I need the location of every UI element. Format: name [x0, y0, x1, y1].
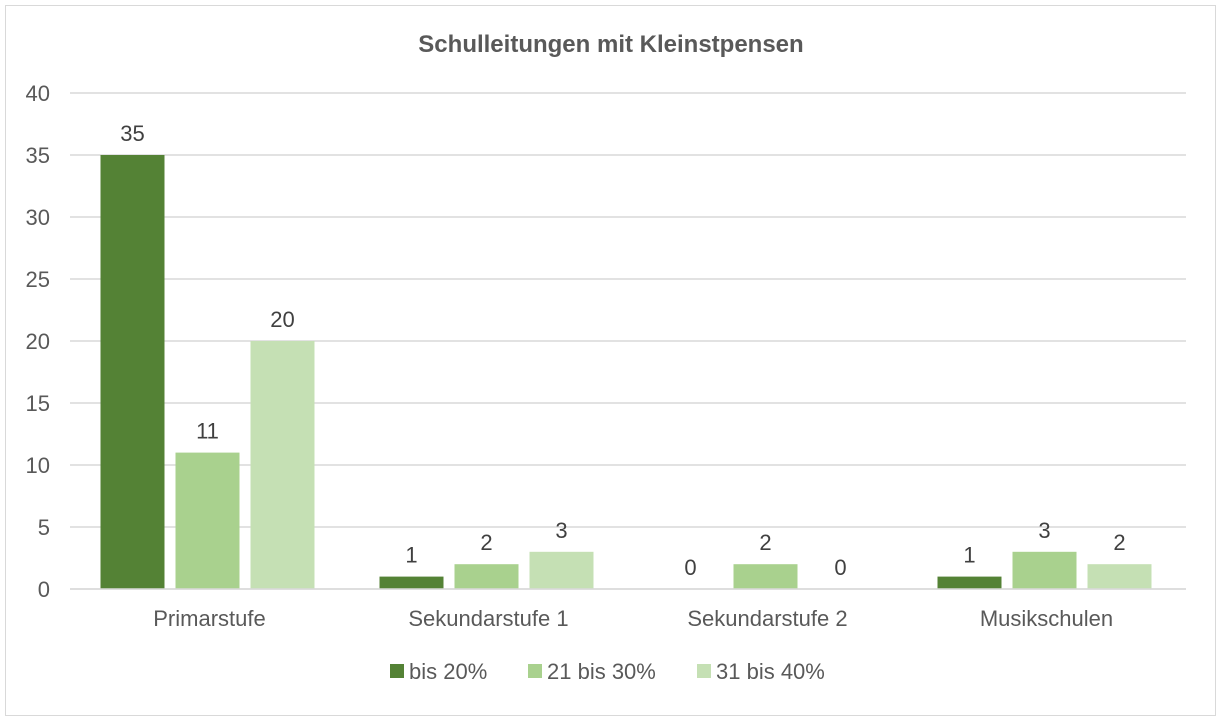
legend-label: 31 bis 40% [716, 659, 825, 684]
bars [100, 155, 1152, 589]
y-tick-label: 40 [26, 81, 50, 106]
data-label: 11 [196, 419, 219, 444]
bar [454, 564, 519, 589]
legend-swatch [528, 664, 542, 678]
chart-frame [5, 5, 1216, 716]
bar [733, 564, 798, 589]
y-tick-label: 20 [26, 329, 50, 354]
data-label: 2 [1113, 530, 1125, 555]
y-tick-label: 0 [38, 577, 50, 602]
legend-label: 21 bis 30% [547, 659, 656, 684]
legend-swatch [697, 664, 711, 678]
data-label: 1 [963, 543, 975, 568]
y-tick-label: 30 [26, 205, 50, 230]
bar [379, 576, 444, 589]
x-tick-label: Sekundarstufe 1 [408, 606, 568, 631]
legend: bis 20% 21 bis 30% 31 bis 40% [390, 659, 825, 684]
bar [175, 452, 240, 589]
y-tick-label: 5 [38, 515, 50, 540]
x-tick-label: Sekundarstufe 2 [687, 606, 847, 631]
y-axis: 0 5 10 15 20 25 30 35 40 [26, 81, 50, 602]
y-tick-label: 25 [26, 267, 50, 292]
bar [937, 576, 1002, 589]
data-label: 2 [759, 530, 771, 555]
data-label: 20 [270, 307, 294, 332]
data-label: 3 [1038, 518, 1050, 543]
data-label: 3 [555, 518, 567, 543]
data-label: 2 [480, 530, 492, 555]
x-axis: Primarstufe Sekundarstufe 1 Sekundarstufe … [70, 588, 1186, 631]
data-label: 35 [120, 121, 144, 146]
legend-label: bis 20% [409, 659, 487, 684]
y-tick-label: 10 [26, 453, 50, 478]
y-tick-label: 35 [26, 143, 50, 168]
bar [1012, 551, 1077, 589]
bar [100, 155, 165, 589]
y-tick-label: 15 [26, 391, 50, 416]
data-label: 0 [834, 555, 846, 580]
legend-swatch [390, 664, 404, 678]
bar [529, 551, 594, 589]
data-label: 0 [684, 555, 696, 580]
x-tick-label: Primarstufe [153, 606, 265, 631]
data-label: 1 [405, 543, 417, 568]
bar [1087, 564, 1152, 589]
chart-title: Schulleitungen mit Kleinstpensen [418, 31, 803, 58]
bar [250, 341, 315, 589]
x-tick-label: Musikschulen [980, 606, 1113, 631]
